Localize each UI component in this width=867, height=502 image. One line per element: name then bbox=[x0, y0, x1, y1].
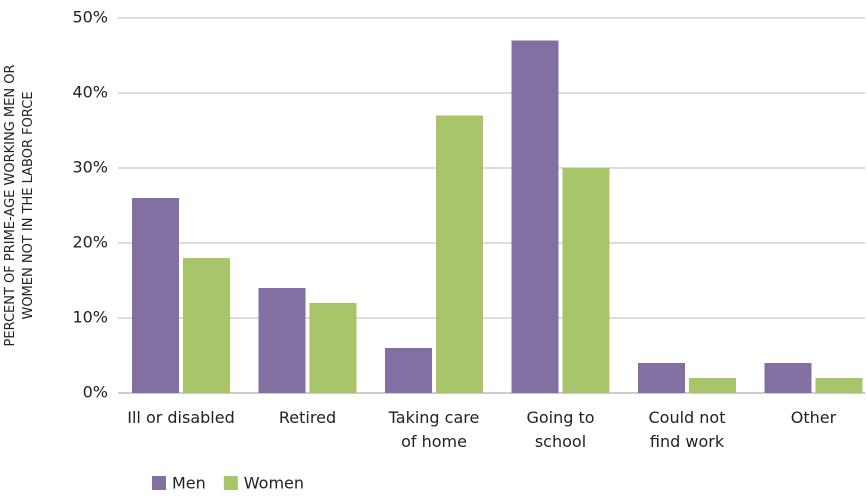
x-tick-label-line: Taking care bbox=[388, 408, 480, 427]
y-tick-label: 40% bbox=[72, 83, 108, 102]
y-axis-label-line: WOMEN NOT IN THE LABOR FORCE bbox=[21, 91, 36, 319]
x-tick-label: Retired bbox=[279, 408, 336, 427]
x-tick-label: Ill or disabled bbox=[127, 408, 235, 427]
y-axis-label: PERCENT OF PRIME-AGE WORKING MEN OR WOMEN… bbox=[3, 65, 36, 347]
x-tick-label: Could not find work bbox=[649, 408, 726, 451]
bar bbox=[309, 303, 357, 393]
bar bbox=[183, 258, 230, 393]
x-tick-label-line: school bbox=[535, 432, 586, 451]
x-tick-label-line: find work bbox=[650, 432, 725, 451]
x-tick-label-line: Retired bbox=[279, 408, 336, 427]
y-tick-label: 0% bbox=[83, 383, 108, 402]
bar bbox=[385, 348, 432, 393]
bar bbox=[638, 363, 685, 393]
y-tick-label: 30% bbox=[72, 158, 108, 177]
legend-label: Women bbox=[244, 474, 304, 493]
x-tick-label-line: Other bbox=[791, 408, 837, 427]
x-tick-label-line: Going to bbox=[526, 408, 594, 427]
y-tick-label: 10% bbox=[72, 308, 108, 327]
x-tick-label-line: of home bbox=[401, 432, 467, 451]
x-tick-label: Taking care of home bbox=[388, 408, 480, 451]
y-tick-label: 50% bbox=[72, 8, 108, 27]
x-tick-label: Other bbox=[791, 408, 837, 427]
bar bbox=[815, 378, 863, 393]
y-tick-label: 20% bbox=[72, 233, 108, 252]
bar bbox=[689, 378, 736, 393]
x-tick-label: Going to school bbox=[526, 408, 594, 451]
bar bbox=[562, 168, 610, 393]
legend-swatch bbox=[152, 476, 166, 490]
x-tick-label-line: Ill or disabled bbox=[127, 408, 235, 427]
legend-swatch bbox=[223, 476, 238, 490]
bar bbox=[436, 115, 483, 393]
bar bbox=[511, 40, 559, 393]
y-axis-label-line: PERCENT OF PRIME-AGE WORKING MEN OR bbox=[3, 65, 18, 347]
bar bbox=[258, 288, 306, 393]
bar bbox=[132, 198, 179, 393]
bar bbox=[764, 363, 812, 393]
x-tick-label-line: Could not bbox=[649, 408, 726, 427]
legend-label: Men bbox=[172, 474, 206, 493]
